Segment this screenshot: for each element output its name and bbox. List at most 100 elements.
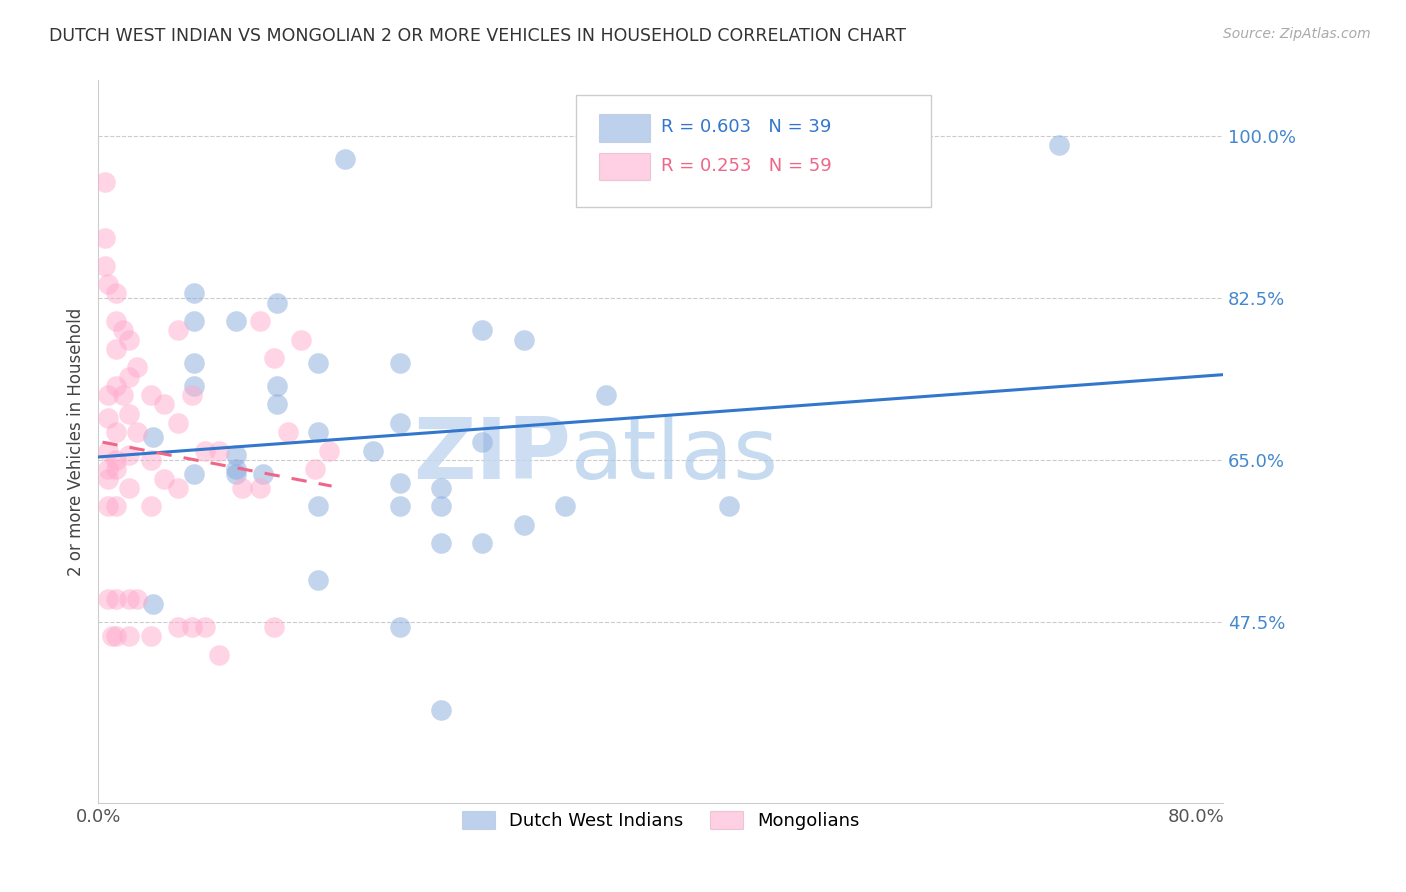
Point xyxy=(266,397,288,411)
Point xyxy=(105,314,128,328)
Point xyxy=(97,443,120,458)
Point xyxy=(183,379,205,393)
Point xyxy=(139,500,162,514)
Point xyxy=(318,443,340,458)
Point xyxy=(142,597,165,611)
Point xyxy=(167,620,190,634)
Point xyxy=(249,314,271,328)
Point xyxy=(208,648,231,662)
Point xyxy=(105,379,128,393)
Point xyxy=(105,425,128,440)
Point xyxy=(117,449,139,463)
Point xyxy=(153,472,176,486)
Legend: Dutch West Indians, Mongolians: Dutch West Indians, Mongolians xyxy=(454,804,868,837)
Point xyxy=(117,333,139,347)
Point xyxy=(125,425,148,440)
Point xyxy=(97,388,120,402)
Point xyxy=(335,152,357,166)
Point xyxy=(430,481,453,495)
Point xyxy=(112,323,135,337)
Point xyxy=(277,425,299,440)
Point xyxy=(97,462,120,476)
Point xyxy=(389,356,412,370)
Point xyxy=(389,416,412,430)
Point xyxy=(183,314,205,328)
Point xyxy=(266,379,288,393)
Point xyxy=(117,369,139,384)
Point xyxy=(307,425,329,440)
Point xyxy=(389,620,412,634)
Point xyxy=(105,629,128,643)
Point xyxy=(307,500,329,514)
Point xyxy=(225,467,247,481)
Point xyxy=(153,397,176,411)
Point xyxy=(139,453,162,467)
Point xyxy=(554,500,576,514)
Point xyxy=(512,517,534,532)
Point xyxy=(225,462,247,476)
Point xyxy=(290,333,312,347)
FancyBboxPatch shape xyxy=(599,114,650,142)
Point xyxy=(183,467,205,481)
Text: R = 0.253   N = 59: R = 0.253 N = 59 xyxy=(661,156,831,175)
Point xyxy=(117,407,139,421)
Point xyxy=(304,462,326,476)
Point xyxy=(117,592,139,607)
FancyBboxPatch shape xyxy=(599,153,650,180)
Point xyxy=(97,500,120,514)
Point xyxy=(105,462,128,476)
Point xyxy=(97,592,120,607)
Point xyxy=(142,430,165,444)
Point xyxy=(180,620,202,634)
Point xyxy=(180,388,202,402)
Y-axis label: 2 or more Vehicles in Household: 2 or more Vehicles in Household xyxy=(66,308,84,575)
FancyBboxPatch shape xyxy=(576,95,931,207)
Point xyxy=(307,574,329,588)
Point xyxy=(167,323,190,337)
Point xyxy=(194,443,217,458)
Point xyxy=(595,388,617,402)
Point xyxy=(105,592,128,607)
Text: R = 0.603   N = 39: R = 0.603 N = 39 xyxy=(661,119,831,136)
Point xyxy=(194,620,217,634)
Point xyxy=(167,481,190,495)
Point xyxy=(361,443,384,458)
Point xyxy=(512,333,534,347)
Point xyxy=(183,286,205,301)
Point xyxy=(101,629,124,643)
Point xyxy=(105,500,128,514)
Point xyxy=(718,500,741,514)
Point xyxy=(125,360,148,375)
Point xyxy=(1047,138,1070,153)
Point xyxy=(105,342,128,356)
Point xyxy=(430,536,453,550)
Point xyxy=(94,231,117,245)
Point xyxy=(117,481,139,495)
Point xyxy=(263,351,285,366)
Point xyxy=(471,323,494,337)
Point xyxy=(105,453,128,467)
Point xyxy=(139,388,162,402)
Point xyxy=(208,443,231,458)
Point xyxy=(94,259,117,273)
Point xyxy=(139,629,162,643)
Point xyxy=(430,500,453,514)
Point xyxy=(225,314,247,328)
Point xyxy=(471,536,494,550)
Point xyxy=(167,416,190,430)
Point xyxy=(225,449,247,463)
Point xyxy=(117,629,139,643)
Point xyxy=(231,481,253,495)
Point xyxy=(249,481,271,495)
Point xyxy=(307,356,329,370)
Point xyxy=(97,472,120,486)
Text: ZIP: ZIP xyxy=(413,415,571,498)
Point xyxy=(105,286,128,301)
Point xyxy=(97,411,120,425)
Point xyxy=(471,434,494,449)
Point xyxy=(183,356,205,370)
Point xyxy=(112,388,135,402)
Point xyxy=(266,295,288,310)
Point xyxy=(263,620,285,634)
Point xyxy=(125,592,148,607)
